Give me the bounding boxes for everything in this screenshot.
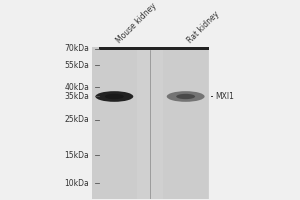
Ellipse shape bbox=[167, 91, 205, 102]
Bar bbox=[92, 47, 136, 199]
Text: 55kDa: 55kDa bbox=[64, 61, 89, 70]
Ellipse shape bbox=[95, 91, 133, 102]
Ellipse shape bbox=[176, 94, 195, 99]
Text: 40kDa: 40kDa bbox=[64, 83, 89, 92]
Bar bbox=[164, 47, 208, 199]
Text: 15kDa: 15kDa bbox=[64, 151, 89, 160]
Bar bbox=[100, 47, 209, 199]
Bar bbox=[100, 47, 209, 50]
Ellipse shape bbox=[105, 94, 124, 99]
Text: 70kDa: 70kDa bbox=[64, 44, 89, 53]
Text: 35kDa: 35kDa bbox=[64, 92, 89, 101]
Text: MXI1: MXI1 bbox=[215, 92, 234, 101]
Text: 25kDa: 25kDa bbox=[64, 115, 89, 124]
Text: 10kDa: 10kDa bbox=[64, 179, 89, 188]
Text: Mouse kidney: Mouse kidney bbox=[114, 1, 158, 45]
Text: Rat kidney: Rat kidney bbox=[186, 10, 221, 45]
